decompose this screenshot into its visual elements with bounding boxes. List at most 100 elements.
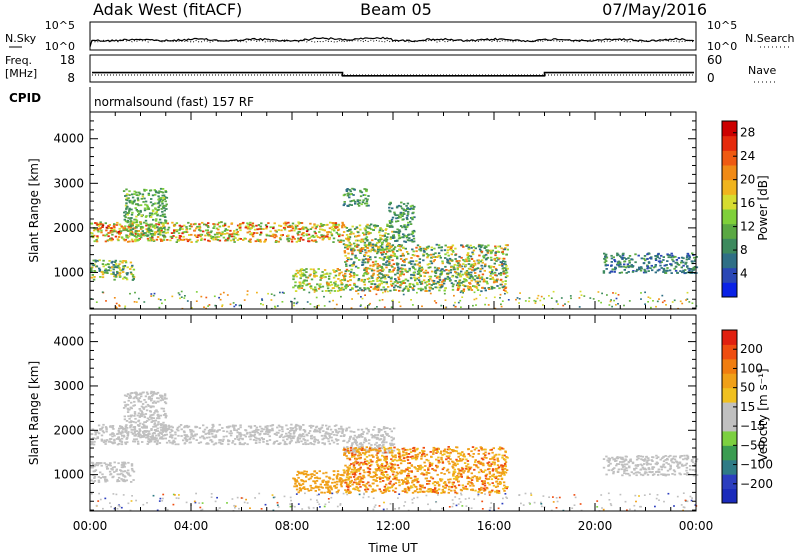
data-cell <box>126 411 130 413</box>
data-cell <box>356 274 359 277</box>
data-cell <box>483 269 486 272</box>
data-cell <box>371 454 374 457</box>
data-cell <box>372 248 375 251</box>
data-cell <box>651 269 654 272</box>
data-cell <box>378 430 381 433</box>
data-cell <box>386 260 389 262</box>
data-cell <box>383 288 386 291</box>
data-cell <box>426 271 430 274</box>
data-cell <box>311 226 314 229</box>
data-cell <box>319 428 322 431</box>
data-cell <box>411 260 415 263</box>
data-cell <box>377 289 380 291</box>
data-cell <box>159 227 162 229</box>
data-cell <box>388 262 391 265</box>
data-cell <box>129 395 132 398</box>
data-cell <box>407 233 411 236</box>
data-cell <box>295 269 299 272</box>
data-cell <box>294 290 298 292</box>
data-cell <box>202 230 205 233</box>
data-cell <box>616 262 620 265</box>
data-cell <box>388 220 391 222</box>
data-cell <box>410 217 413 219</box>
data-cell <box>426 255 430 258</box>
data-cell <box>417 276 421 279</box>
data-cell <box>400 282 403 285</box>
data-cell <box>347 238 350 240</box>
data-cell <box>368 224 371 227</box>
data-cell <box>412 274 415 276</box>
data-cell <box>348 241 351 244</box>
data-cell <box>337 269 341 271</box>
data-cell <box>327 440 330 443</box>
data-cell <box>370 433 373 436</box>
data-cell <box>450 253 453 256</box>
data-cell <box>113 471 116 473</box>
data-cell <box>406 207 410 209</box>
noise-panel-frame <box>89 21 697 51</box>
data-cell <box>315 289 318 292</box>
data-cell <box>114 235 118 238</box>
data-cell <box>140 415 143 418</box>
data-cell <box>275 235 278 238</box>
data-cell <box>227 443 230 446</box>
data-cell <box>90 440 93 443</box>
data-cell <box>666 269 669 272</box>
data-cell <box>473 285 476 288</box>
data-cell <box>153 436 156 439</box>
data-cell <box>146 417 150 420</box>
data-cell <box>352 262 355 265</box>
data-cell <box>365 251 368 254</box>
data-cell <box>162 414 166 416</box>
data-cell <box>341 226 344 229</box>
data-cell <box>674 266 678 268</box>
data-cell <box>227 440 230 442</box>
data-cell <box>343 277 346 279</box>
clutter-cell <box>647 296 650 298</box>
data-cell <box>326 282 329 284</box>
data-cell <box>481 273 485 276</box>
clutter-cell <box>475 304 477 306</box>
data-cell <box>359 434 363 437</box>
power-colorbar-label: Power [dB] <box>756 175 770 240</box>
data-cell <box>164 427 167 430</box>
data-cell <box>433 266 437 269</box>
data-cell <box>143 430 146 432</box>
frequency-panel: Freq. [MHz] 18 8 60 0 Nave <box>5 53 778 85</box>
data-cell <box>280 433 283 436</box>
data-cell <box>112 273 115 275</box>
data-cell <box>122 227 125 230</box>
data-cell <box>139 235 143 237</box>
data-cell <box>390 448 393 451</box>
data-cell <box>312 443 316 446</box>
data-cell <box>104 426 108 428</box>
data-cell <box>227 225 230 228</box>
data-cell <box>269 235 272 237</box>
data-cell <box>154 224 158 227</box>
data-cell <box>135 230 138 233</box>
data-cell <box>154 190 158 193</box>
clutter-cell <box>229 303 232 306</box>
data-cell <box>134 233 138 235</box>
data-cell <box>375 225 378 228</box>
data-cell <box>153 420 156 422</box>
data-cell <box>278 429 281 432</box>
data-cell <box>122 434 126 437</box>
data-cell <box>130 464 134 467</box>
data-cell <box>466 244 469 247</box>
data-cell <box>319 427 322 430</box>
data-cell <box>622 252 625 255</box>
data-cell <box>345 429 348 431</box>
data-cell <box>466 285 470 288</box>
data-cell <box>416 255 419 257</box>
data-cell <box>357 428 360 431</box>
data-cell <box>149 236 152 239</box>
data-cell <box>290 435 293 438</box>
data-cell <box>376 263 379 265</box>
data-cell <box>133 411 137 413</box>
data-cell <box>144 413 148 415</box>
data-cell <box>230 233 234 236</box>
data-cell <box>481 267 484 270</box>
clutter-cell <box>534 300 537 303</box>
data-cell <box>105 439 109 441</box>
